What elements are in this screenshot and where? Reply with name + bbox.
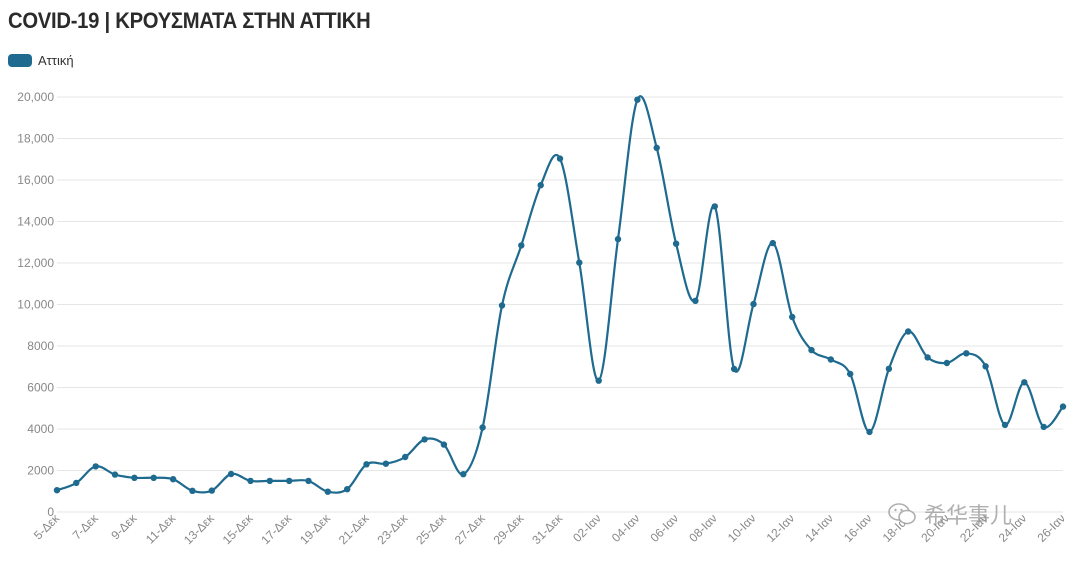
data-point[interactable] <box>460 471 467 478</box>
x-tick-label: 11-Δεκ <box>143 511 179 547</box>
data-point[interactable] <box>595 377 602 384</box>
watermark: 希华事儿 <box>888 498 1012 530</box>
x-tick-label: 27-Δεκ <box>452 511 489 548</box>
x-tick-label: 15-Δεκ <box>220 511 257 548</box>
x-tick-label: 26-Ιαν <box>1034 511 1068 545</box>
data-point[interactable] <box>266 477 273 485</box>
y-tick-label: 20,000 <box>17 90 54 104</box>
data-point[interactable] <box>479 424 486 431</box>
data-point[interactable] <box>92 463 99 470</box>
data-point[interactable] <box>247 477 254 485</box>
data-point[interactable] <box>53 487 61 494</box>
data-point[interactable] <box>1040 423 1047 431</box>
data-point[interactable] <box>730 365 738 373</box>
data-point[interactable] <box>498 302 506 309</box>
data-point[interactable] <box>885 365 893 372</box>
data-point[interactable] <box>208 487 215 494</box>
y-tick-label: 14,000 <box>17 215 54 229</box>
data-point[interactable] <box>286 477 293 485</box>
data-point[interactable] <box>963 350 970 357</box>
x-tick-label: 17-Δεκ <box>258 511 295 548</box>
data-point[interactable] <box>789 313 796 321</box>
data-point[interactable] <box>847 370 854 378</box>
y-axis-ticks: 0 2000 4000 6000 8000 10,000 12,000 14,000 16,00… <box>17 90 54 519</box>
x-tick-label: 04-Ιαν <box>609 511 643 545</box>
x-tick-label: 21-Δεκ <box>336 511 373 548</box>
gridlines <box>57 96 1063 513</box>
x-tick-label: 06-Ιαν <box>648 511 682 545</box>
wechat-icon <box>888 503 916 525</box>
data-point[interactable] <box>382 460 390 467</box>
data-point[interactable] <box>363 461 370 468</box>
chart-title: COVID-19 | ΚΡΟΥΣΜΑΤΑ ΣΤΗΝ ΑΤΤΙΚΗ <box>8 8 371 33</box>
y-tick-label: 12,000 <box>17 256 54 270</box>
data-point[interactable] <box>1021 379 1028 386</box>
x-tick-label: 23-Δεκ <box>374 511 411 548</box>
legend-label: Αττική <box>38 53 74 68</box>
x-tick-label: 10-Ιαν <box>725 511 759 545</box>
data-point[interactable] <box>131 474 138 481</box>
data-point[interactable] <box>402 453 409 461</box>
data-point[interactable] <box>305 477 312 485</box>
y-tick-label: 16,000 <box>17 173 54 187</box>
x-tick-label: 02-Ιαν <box>570 511 604 545</box>
data-point[interactable] <box>324 488 331 495</box>
data-point[interactable] <box>1059 403 1067 410</box>
data-point[interactable] <box>634 96 641 103</box>
data-point[interactable] <box>905 328 912 335</box>
x-tick-label: 7-Δεκ <box>70 511 102 543</box>
data-point[interactable] <box>537 182 544 189</box>
x-tick-label: 13-Δεκ <box>181 511 218 548</box>
data-point[interactable] <box>769 239 776 247</box>
legend-swatch <box>8 54 32 67</box>
x-tick-label: 08-Ιαν <box>686 511 720 545</box>
x-tick-label: 12-Ιαν <box>764 511 798 545</box>
x-tick-label: 19-Δεκ <box>297 511 334 548</box>
y-tick-label: 8000 <box>27 339 54 353</box>
x-tick-label: 14-Ιαν <box>802 511 836 545</box>
data-point[interactable] <box>189 487 196 494</box>
x-tick-label: 29-Δεκ <box>491 511 528 548</box>
y-tick-label: 18,000 <box>17 132 54 146</box>
data-point[interactable] <box>924 354 931 361</box>
x-tick-label: 9-Δεκ <box>108 511 140 543</box>
data-point[interactable] <box>943 359 951 367</box>
data-point[interactable] <box>614 235 622 243</box>
data-point[interactable] <box>692 297 699 304</box>
x-tick-label: 31-Δεκ <box>529 511 566 548</box>
x-tick-label: 16-Ιαν <box>841 511 875 545</box>
x-tick-label: 25-Δεκ <box>413 511 450 548</box>
data-point[interactable] <box>982 363 989 370</box>
data-point[interactable] <box>73 479 80 487</box>
data-point[interactable] <box>808 346 815 354</box>
data-point[interactable] <box>111 471 119 478</box>
data-point[interactable] <box>421 436 428 443</box>
series-points <box>53 96 1067 495</box>
data-point[interactable] <box>344 486 351 493</box>
data-point[interactable] <box>827 356 834 363</box>
data-point[interactable] <box>576 259 583 266</box>
y-tick-label: 0 <box>47 505 54 519</box>
y-tick-label: 6000 <box>27 381 54 395</box>
data-point[interactable] <box>440 441 448 448</box>
data-point[interactable] <box>518 242 525 249</box>
watermark-text: 希华事儿 <box>924 504 1013 529</box>
y-tick-label: 4000 <box>27 422 54 436</box>
series-line-attiki <box>56 95 1064 494</box>
data-point[interactable] <box>750 300 757 308</box>
y-tick-label: 2000 <box>27 464 54 478</box>
data-point[interactable] <box>672 240 680 247</box>
data-point[interactable] <box>1001 421 1009 429</box>
data-point[interactable] <box>556 155 564 162</box>
data-point[interactable] <box>653 144 660 151</box>
data-point[interactable] <box>866 428 873 436</box>
x-tick-label: 5-Δεκ <box>31 511 63 543</box>
data-point[interactable] <box>150 474 157 481</box>
data-point[interactable] <box>169 476 177 483</box>
data-point[interactable] <box>227 470 235 478</box>
legend[interactable]: Αττική <box>8 53 74 68</box>
y-tick-label: 10,000 <box>17 298 54 312</box>
data-point[interactable] <box>711 203 718 210</box>
